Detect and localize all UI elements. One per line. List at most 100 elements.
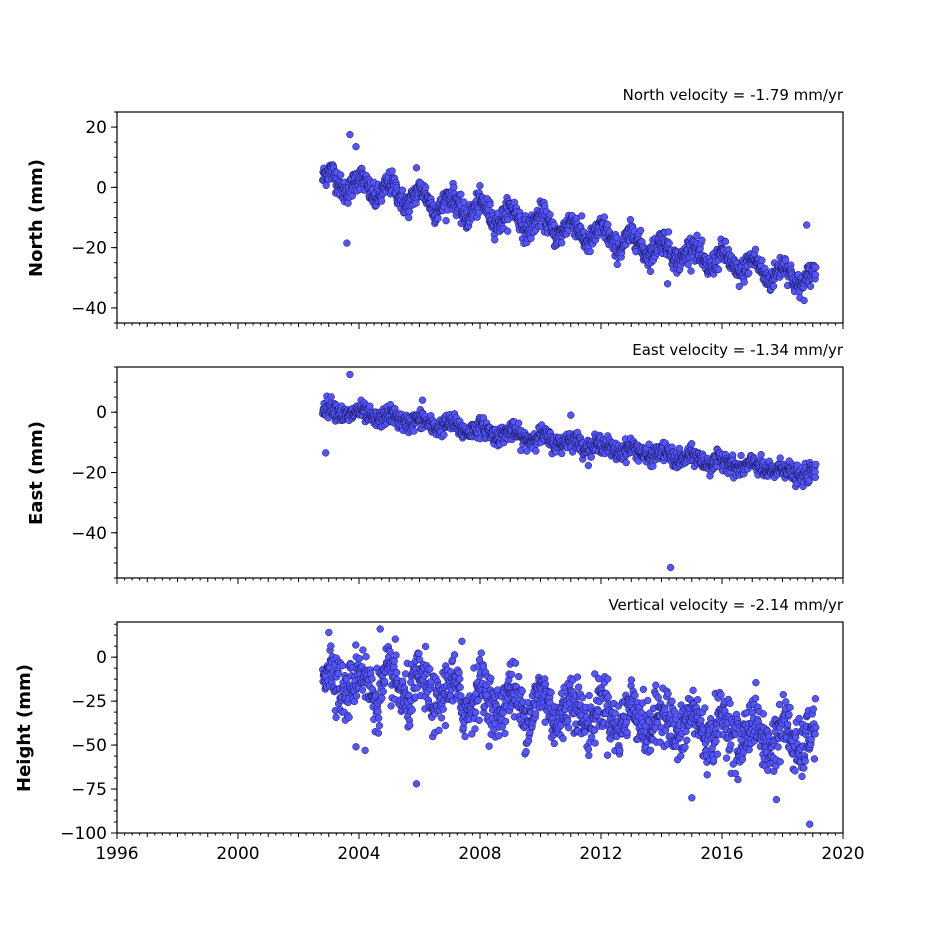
data-point-outlier: [803, 221, 811, 229]
data-point: [812, 723, 820, 732]
data-point: [327, 393, 335, 401]
data-point: [386, 647, 394, 656]
data-point: [604, 675, 612, 683]
data-points-east: [319, 370, 820, 572]
data-point: [437, 714, 446, 722]
data-point: [515, 419, 523, 427]
data-point: [783, 720, 792, 728]
data-point: [398, 186, 407, 194]
data-point: [338, 662, 347, 670]
data-point: [759, 710, 767, 718]
y-axis-label-height: Height (mm): [14, 664, 35, 792]
data-point: [795, 714, 803, 723]
data-point-outlier: [361, 746, 369, 755]
data-point: [435, 726, 443, 734]
data-point: [408, 706, 416, 714]
data-point: [358, 686, 367, 694]
data-point-outlier: [352, 743, 360, 751]
y-tick-label: −20: [71, 464, 107, 484]
data-point-outlier: [418, 396, 427, 404]
data-point: [456, 683, 464, 692]
data-point: [791, 767, 799, 775]
data-point-outlier: [806, 820, 814, 828]
data-point: [649, 462, 657, 470]
data-point: [698, 236, 706, 244]
data-point: [477, 649, 485, 657]
data-point: [405, 207, 414, 216]
data-point: [664, 228, 673, 236]
y-tick-label: 0: [96, 178, 107, 198]
data-point: [785, 711, 793, 719]
data-point: [405, 213, 413, 222]
x-tick-label: 1996: [95, 844, 138, 864]
data-point: [689, 686, 697, 694]
data-point: [475, 716, 483, 724]
data-point: [684, 260, 692, 269]
data-point: [546, 210, 554, 219]
data-point: [558, 449, 566, 458]
data-point: [504, 227, 512, 235]
data-point-outlier: [325, 628, 333, 637]
data-point: [527, 234, 535, 242]
data-point: [352, 641, 360, 649]
data-point: [565, 724, 573, 732]
data-point-outlier: [322, 449, 330, 457]
data-point-outlier: [772, 795, 781, 804]
data-point: [578, 694, 587, 702]
data-point: [668, 697, 676, 705]
data-point: [587, 733, 596, 741]
data-point: [455, 669, 463, 677]
data-point: [812, 460, 820, 469]
data-points-north: [319, 130, 820, 305]
data-point: [694, 696, 702, 704]
data-point: [578, 212, 586, 220]
panel-north: North velocity = -1.79 mm/yr North (mm) …: [26, 86, 844, 329]
data-point: [745, 746, 753, 754]
data-point-outlier: [346, 370, 354, 379]
data-point: [722, 754, 731, 762]
data-point: [731, 769, 740, 778]
data-point: [603, 751, 612, 759]
data-point: [683, 736, 691, 744]
y-tick-label: −20: [71, 239, 107, 259]
y-tick-label: −75: [71, 780, 107, 800]
data-point: [801, 757, 809, 765]
data-point: [687, 267, 695, 275]
data-point: [337, 171, 345, 179]
data-point: [368, 675, 376, 683]
data-point: [664, 689, 672, 698]
data-point: [688, 440, 696, 448]
data-point: [811, 271, 820, 279]
data-point: [471, 725, 479, 733]
y-axis-label-north: North (mm): [26, 159, 47, 277]
y-tick-label: −50: [71, 736, 107, 756]
data-point: [374, 729, 383, 737]
data-point: [547, 688, 555, 697]
data-point: [644, 696, 652, 705]
data-point: [387, 702, 395, 710]
data-point: [775, 700, 784, 709]
y-tick-label: −100: [60, 824, 107, 844]
data-point: [811, 473, 820, 482]
data-point: [410, 427, 418, 435]
data-point: [751, 245, 760, 253]
data-point: [334, 669, 342, 678]
data-point: [587, 453, 595, 461]
data-point: [381, 677, 389, 686]
data-point: [332, 713, 340, 722]
data-point: [415, 649, 423, 658]
data-point: [355, 654, 364, 663]
data-point: [764, 766, 772, 775]
data-point: [751, 694, 760, 702]
data-point-outlier: [346, 130, 354, 139]
data-point: [665, 239, 673, 247]
data-point: [378, 694, 386, 702]
data-point: [604, 220, 612, 229]
data-point: [501, 717, 510, 726]
data-point-outlier: [567, 411, 575, 419]
data-point: [627, 676, 636, 684]
data-point: [726, 699, 734, 708]
x-tick-label: 2020: [821, 844, 864, 864]
x-tick-label: 2008: [458, 844, 501, 864]
